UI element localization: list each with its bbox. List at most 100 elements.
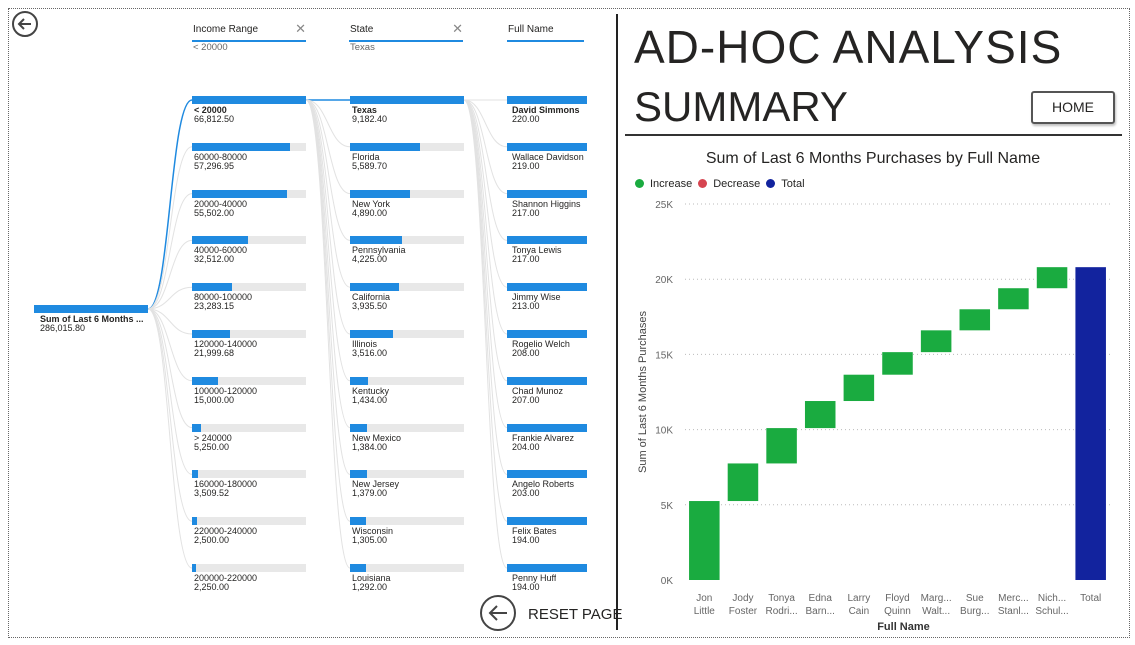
full-name-node[interactable]: Penny Huff 194.00 — [507, 564, 587, 590]
state-node[interactable]: Louisiana 1,292.00 — [350, 564, 464, 604]
state-value: 1,305.00 — [352, 535, 388, 546]
tree-connector — [147, 286, 193, 310]
full-name-node[interactable]: Angelo Roberts 203.00 — [507, 470, 587, 510]
state-node[interactable]: California 3,935.50 — [350, 283, 464, 323]
reset-page-label[interactable]: RESET PAGE — [528, 606, 623, 623]
full-name-node[interactable]: Frankie Alvarez 204.00 — [507, 423, 587, 464]
bar-track — [350, 96, 464, 104]
income-range-node[interactable]: 40000-60000 32,512.00 — [192, 236, 306, 276]
income-range-node[interactable]: 160000-180000 3,509.52 — [192, 470, 306, 510]
full-name-label: Jimmy Wise — [512, 293, 561, 303]
bar-track — [350, 330, 464, 338]
full-name-node[interactable]: Tonya Lewis 217.00 — [507, 236, 587, 276]
root-node[interactable]: Sum of Last 6 Months ... 286,015.80 — [34, 305, 148, 345]
waterfall-bar — [920, 330, 952, 353]
tree-connector — [305, 99, 351, 195]
state-label: Kentucky — [352, 386, 390, 396]
full-name-label: Chad Munoz — [512, 386, 564, 396]
income-range-node[interactable]: 200000-220000 2,250.00 — [192, 564, 306, 604]
state-value: 4,225.00 — [352, 254, 388, 265]
full-name-node[interactable]: Chad Munoz 207.00 — [507, 376, 587, 417]
income-range-value: 5,250.00 — [194, 441, 230, 452]
state-node[interactable]: Illinois 3,516.00 — [350, 330, 464, 370]
legend-item[interactable]: Decrease — [698, 178, 760, 190]
root-value: 286,015.80 — [40, 323, 86, 333]
state-node[interactable]: New Mexico 1,384.00 — [350, 423, 464, 464]
bar-track — [192, 142, 306, 151]
bar-fill — [507, 470, 587, 479]
income-range-value: 21,999.68 — [194, 348, 235, 358]
y-tick-label: 15K — [655, 350, 673, 361]
x-axis-label: Full Name — [877, 621, 930, 633]
x-tick-label: Schul... — [1035, 606, 1068, 617]
bar-track — [34, 305, 148, 313]
reset-page-button[interactable] — [480, 595, 518, 638]
income-range-node[interactable]: 120000-140000 21,999.68 — [192, 330, 306, 370]
income-range-node[interactable]: 60000-80000 57,296.95 — [192, 142, 306, 183]
y-axis-label: Sum of Last 6 Months Purchases — [637, 310, 649, 473]
full-name-node[interactable]: Shannon Higgins 217.00 — [507, 189, 587, 230]
column-header-full-name[interactable]: Full Name — [507, 22, 584, 42]
bar-fill — [350, 423, 368, 432]
bar-track — [507, 236, 587, 245]
column-header-income-range[interactable]: Income Range ✕ — [192, 21, 306, 42]
income-range-node[interactable]: 20000-40000 55,502.00 — [192, 189, 306, 230]
state-value: 3,516.00 — [352, 348, 388, 358]
income-range-node[interactable]: 220000-240000 2,500.00 — [192, 517, 306, 557]
x-tick-label: Floyd — [885, 593, 909, 604]
state-label: New Jersey — [352, 480, 400, 490]
column-header-label: State — [350, 24, 374, 35]
state-node[interactable]: Texas 9,182.40 — [350, 96, 464, 136]
full-name-node[interactable]: Rogelio Welch 208.00 — [507, 330, 587, 370]
waterfall-bar — [882, 352, 913, 375]
state-node[interactable]: New Jersey 1,379.00 — [350, 470, 464, 510]
legend-item[interactable]: Total — [766, 178, 805, 190]
bar-fill — [350, 96, 464, 104]
bar-fill — [507, 142, 587, 151]
y-tick-label: 20K — [655, 275, 673, 286]
tree-connector — [305, 99, 351, 148]
state-node[interactable]: Pennsylvania 4,225.00 — [350, 236, 464, 276]
column-header-state[interactable]: State ✕ — [349, 21, 463, 42]
state-value: 9,182.40 — [352, 114, 388, 124]
full-name-node[interactable]: Jimmy Wise 213.00 — [507, 283, 587, 323]
bar-fill — [350, 330, 394, 338]
state-value: 1,434.00 — [352, 394, 388, 405]
income-range-value: 2,500.00 — [194, 535, 230, 546]
tree-connector — [463, 99, 508, 195]
full-name-label: Angelo Roberts — [512, 480, 575, 490]
income-range-node[interactable]: < 20000 66,812.50 — [192, 96, 306, 136]
full-name-label: Wallace Davidson — [512, 152, 584, 162]
state-value: 3,935.50 — [352, 301, 388, 312]
full-name-node[interactable]: Wallace Davidson 219.00 — [507, 142, 587, 183]
state-node[interactable]: Wisconsin 1,305.00 — [350, 517, 464, 557]
home-button[interactable]: HOME — [1031, 91, 1115, 124]
bar-track — [192, 96, 306, 104]
x-tick-label: Cain — [849, 606, 870, 617]
state-node[interactable]: Florida 5,589.70 — [350, 142, 464, 183]
close-icon[interactable]: ✕ — [295, 21, 306, 36]
bar-fill — [350, 283, 400, 292]
bar-fill — [350, 376, 369, 385]
full-name-node[interactable]: David Simmons 220.00 — [507, 96, 587, 136]
bar-fill — [507, 330, 587, 338]
legend-item[interactable]: Increase — [635, 178, 692, 190]
close-icon[interactable]: ✕ — [452, 21, 463, 36]
tree-connector — [463, 99, 508, 335]
bar-track — [507, 189, 587, 198]
state-node[interactable]: New York 4,890.00 — [350, 189, 464, 230]
x-tick-label: Sue — [966, 593, 984, 604]
state-node[interactable]: Kentucky 1,434.00 — [350, 376, 464, 417]
bar-fill — [350, 189, 411, 198]
waterfall-bar — [843, 374, 875, 402]
tree-connector — [305, 99, 351, 335]
income-range-label: 40000-60000 — [194, 246, 248, 256]
income-range-node[interactable]: > 240000 5,250.00 — [192, 423, 306, 464]
full-name-label: Penny Huff — [512, 574, 557, 583]
bar-fill — [507, 564, 587, 572]
bar-fill — [192, 189, 287, 198]
income-range-node[interactable]: 80000-100000 23,283.15 — [192, 283, 306, 323]
full-name-node[interactable]: Felix Bates 194.00 — [507, 517, 587, 557]
back-button[interactable] — [12, 11, 38, 37]
income-range-node[interactable]: 100000-120000 15,000.00 — [192, 376, 306, 417]
